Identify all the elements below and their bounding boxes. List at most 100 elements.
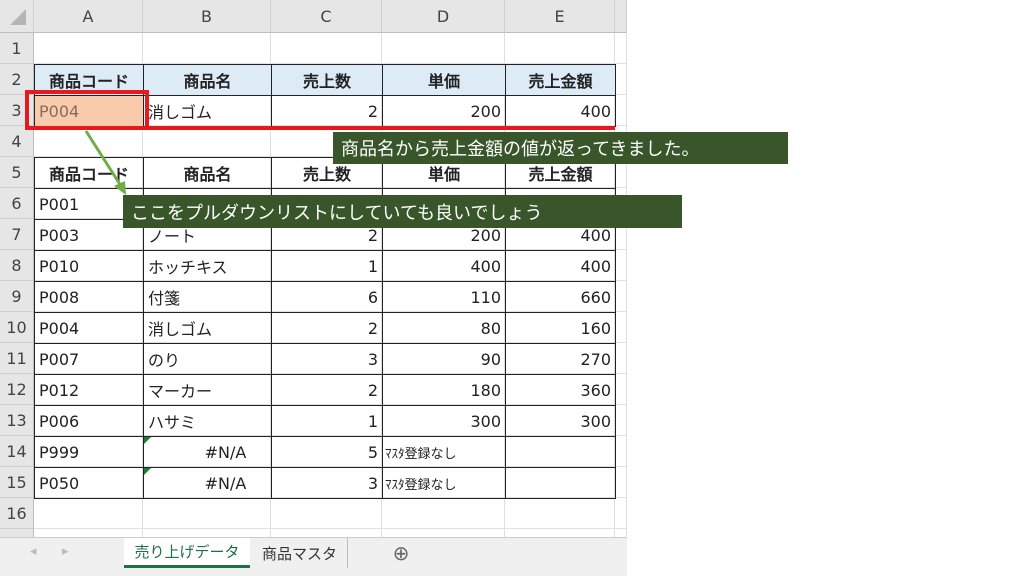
data-cell[interactable]: #N/A [143, 436, 272, 468]
cell[interactable] [271, 219, 382, 250]
cell[interactable] [34, 312, 143, 343]
cell[interactable] [382, 281, 505, 312]
data-cell[interactable]: 360 [505, 374, 616, 406]
data-cell[interactable]: P004 [34, 95, 144, 127]
row-header-9[interactable]: 9 [0, 281, 34, 312]
data-cell[interactable]: 300 [382, 405, 506, 437]
data-cell[interactable]: 200 [382, 95, 506, 127]
cell[interactable] [505, 219, 615, 250]
data-cell[interactable]: P007 [34, 343, 144, 375]
cell[interactable] [505, 312, 615, 343]
row-header-10[interactable]: 10 [0, 312, 34, 343]
scroll-right-icon[interactable]: ▸ [62, 544, 69, 559]
data-cell[interactable]: 400 [505, 95, 616, 127]
column-header-e[interactable]: E [505, 0, 615, 33]
cell[interactable] [34, 219, 143, 250]
data-cell[interactable]: マーカー [143, 374, 272, 406]
row-header-12[interactable]: 12 [0, 374, 34, 405]
scroll-left-icon[interactable]: ◂ [30, 544, 37, 559]
data-cell[interactable]: P999 [34, 436, 144, 468]
row-header-8[interactable]: 8 [0, 250, 34, 281]
data-cell[interactable]: 80 [382, 312, 506, 344]
cell[interactable] [382, 219, 505, 250]
cell[interactable] [382, 250, 505, 281]
cell[interactable] [34, 281, 143, 312]
cell[interactable] [271, 467, 382, 498]
cell[interactable] [382, 436, 505, 467]
data-cell[interactable]: 5 [271, 436, 383, 468]
cell[interactable] [143, 250, 271, 281]
data-cell[interactable]: 300 [505, 405, 616, 437]
row-header-13[interactable]: 13 [0, 405, 34, 436]
cell[interactable] [271, 157, 382, 188]
cell[interactable] [382, 343, 505, 374]
data-cell[interactable]: P010 [34, 250, 144, 282]
cell[interactable] [271, 436, 382, 467]
data-cell[interactable]: 110 [382, 281, 506, 313]
header-cell[interactable]: 商品名 [143, 157, 272, 189]
data-cell[interactable]: ホッチキス [143, 250, 272, 282]
cell[interactable] [271, 95, 382, 126]
cell[interactable] [615, 436, 627, 467]
cell[interactable] [505, 281, 615, 312]
row-header-6[interactable]: 6 [0, 188, 34, 219]
cell[interactable] [615, 312, 627, 343]
data-cell[interactable]: 1 [271, 405, 383, 437]
cell[interactable] [615, 33, 627, 64]
cell[interactable] [143, 281, 271, 312]
cell[interactable] [34, 498, 143, 529]
data-cell[interactable]: ﾏｽﾀ登録なし [382, 436, 506, 468]
cell[interactable] [615, 95, 627, 126]
cell[interactable] [143, 343, 271, 374]
cell[interactable] [382, 95, 505, 126]
cell[interactable] [143, 312, 271, 343]
cell[interactable] [382, 374, 505, 405]
cell[interactable] [143, 95, 271, 126]
column-header-f[interactable] [615, 0, 627, 33]
cell[interactable] [34, 250, 143, 281]
cell[interactable] [615, 64, 627, 95]
cell[interactable] [382, 498, 505, 529]
data-cell[interactable]: 660 [505, 281, 616, 313]
row-header-2[interactable]: 2 [0, 64, 34, 95]
data-cell[interactable]: 90 [382, 343, 506, 375]
cell[interactable] [615, 157, 627, 188]
cell[interactable] [505, 374, 615, 405]
row-header-14[interactable]: 14 [0, 436, 34, 467]
cell[interactable] [34, 157, 143, 188]
data-cell[interactable]: 消しゴム [143, 312, 272, 344]
cell[interactable] [34, 343, 143, 374]
column-header-c[interactable]: C [271, 0, 382, 33]
row-header-4[interactable]: 4 [0, 126, 34, 157]
data-cell[interactable]: 1 [271, 250, 383, 282]
header-cell[interactable]: 売上数 [271, 64, 383, 96]
data-cell[interactable] [505, 467, 616, 499]
row-header-5[interactable]: 5 [0, 157, 34, 188]
cell[interactable] [271, 374, 382, 405]
cell[interactable] [615, 374, 627, 405]
row-header-16[interactable]: 16 [0, 498, 34, 529]
row-header-11[interactable]: 11 [0, 343, 34, 374]
cell[interactable] [615, 343, 627, 374]
header-cell[interactable]: 商品コード [34, 157, 144, 189]
cell[interactable] [143, 126, 271, 157]
cell[interactable] [505, 405, 615, 436]
data-cell[interactable]: #N/A [143, 467, 272, 499]
cell[interactable] [382, 157, 505, 188]
cell[interactable] [505, 250, 615, 281]
data-cell[interactable]: 180 [382, 374, 506, 406]
data-cell[interactable]: P008 [34, 281, 144, 313]
cell[interactable] [34, 436, 143, 467]
cell[interactable] [505, 157, 615, 188]
cell[interactable] [143, 219, 271, 250]
cell[interactable] [271, 250, 382, 281]
cell[interactable] [143, 467, 271, 498]
cell[interactable] [615, 498, 627, 529]
column-header-b[interactable]: B [143, 0, 271, 33]
cell[interactable] [382, 405, 505, 436]
data-cell[interactable] [505, 436, 616, 468]
cell[interactable] [271, 33, 382, 64]
cell[interactable] [505, 436, 615, 467]
cell[interactable] [34, 33, 143, 64]
data-cell[interactable]: 3 [271, 467, 383, 499]
